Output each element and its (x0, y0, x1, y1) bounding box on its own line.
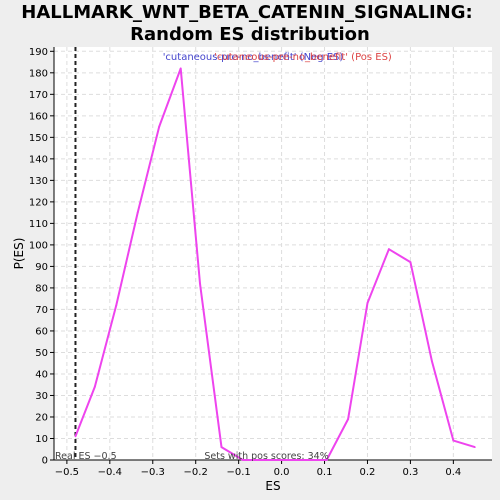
data-point (347, 418, 350, 421)
x-tick-label: −0.5 (55, 467, 79, 478)
x-axis-label: ES (265, 479, 280, 493)
data-point (430, 360, 433, 362)
y-tick-label: 180 (29, 68, 48, 79)
y-tick-label: 190 (29, 47, 48, 58)
data-point (136, 211, 139, 214)
x-tick-label: 0.1 (317, 467, 333, 478)
data-point (366, 302, 369, 304)
y-tick-label: 110 (29, 219, 48, 230)
legend: 'cutaneous-pre-no_benefit' (Neg ES) 'cut… (163, 52, 392, 63)
data-point (158, 125, 161, 128)
y-tick-label: 140 (29, 154, 48, 165)
data-point (409, 261, 412, 264)
y-tick-label: 30 (35, 391, 48, 402)
y-tick-label: 80 (35, 283, 48, 294)
y-axis-label: P(ES) (12, 238, 26, 270)
y-tick-label: 20 (35, 412, 48, 423)
data-point (388, 248, 390, 251)
data-point (325, 459, 328, 461)
data-point (263, 459, 266, 461)
y-tick-label: 120 (29, 197, 48, 208)
grid (54, 47, 492, 461)
x-tick-label: 0.3 (402, 467, 418, 478)
real-es-annotation: Real ES −0.5 (55, 451, 117, 462)
x-tick-label: −0.3 (141, 467, 165, 478)
y-tick-label: 100 (29, 240, 48, 251)
legend-entry-pos: 'cutaneous-pre-no_benefit' (Pos ES) (214, 52, 392, 63)
x-tick-label: −0.1 (226, 467, 250, 478)
y-tick-label: 50 (35, 348, 48, 359)
x-tick-label: 0.0 (274, 467, 290, 478)
legend-entry-neg: 'cutaneous-pre-no_benefit' (Neg ES) (163, 52, 344, 63)
series-line (74, 67, 476, 461)
data-point (220, 446, 223, 448)
y-tick-label: 170 (29, 90, 48, 101)
data-point (199, 282, 201, 285)
data-point (93, 385, 96, 388)
y-tick-label: 0 (42, 456, 48, 467)
y-tick-label: 70 (35, 305, 48, 316)
y-tick-label: 40 (35, 369, 48, 380)
chart-title-line1: HALLMARK_WNT_BETA_CATENIN_SIGNALING: (21, 2, 472, 23)
x-tick-label: 0.2 (360, 467, 376, 478)
data-point (473, 446, 476, 448)
data-point (179, 67, 182, 70)
y-tick-label: 60 (35, 326, 48, 337)
data-point (115, 304, 118, 307)
y-tick-label: 160 (29, 111, 48, 122)
x-tick-label: −0.4 (98, 467, 122, 478)
y-tick-label: 130 (29, 176, 48, 187)
data-point (242, 459, 244, 461)
x-tick-label: −0.2 (184, 467, 208, 478)
plot-area (54, 47, 492, 460)
series-layer (74, 47, 476, 461)
data-point (282, 459, 285, 461)
y-tick-label: 10 (35, 434, 48, 445)
data-point (304, 459, 307, 461)
y-tick-label: 150 (29, 133, 48, 144)
axes: 0 10 20 30 40 50 60 70 80 90 100 110 120 130 140 150 160… (29, 47, 492, 478)
pos-scores-annotation: Sets with pos scores: 34% (204, 451, 328, 462)
data-point (74, 435, 77, 438)
data-point (452, 439, 455, 442)
x-tick-label: 0.4 (445, 467, 461, 478)
chart-title-line2: Random ES distribution (130, 24, 370, 45)
y-tick-label: 90 (35, 262, 48, 273)
